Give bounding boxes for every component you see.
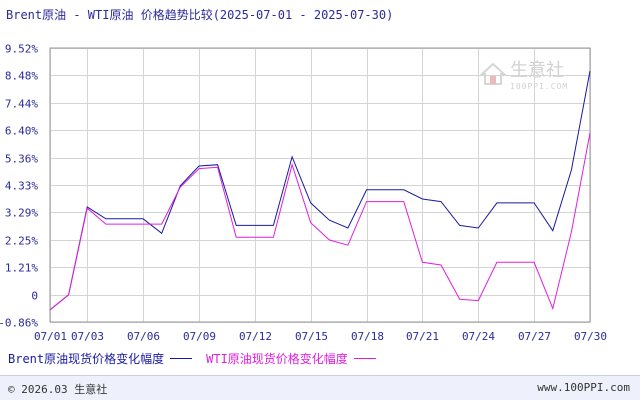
series-line-wti bbox=[49, 132, 591, 311]
footer: © 2026.03 生意社 www.100PPI.com bbox=[0, 375, 640, 400]
x-tick-label: 07/12 bbox=[239, 330, 272, 343]
chart-title: Brent原油 - WTI原油 价格趋势比较(2025-07-01 - 2025… bbox=[6, 8, 394, 22]
plot-border bbox=[49, 47, 591, 323]
x-tick-label: 07/06 bbox=[127, 330, 160, 343]
x-tick-label: 07/01 bbox=[34, 330, 67, 343]
series-lines bbox=[49, 70, 591, 311]
x-tick-label: 07/15 bbox=[295, 330, 328, 343]
y-tick-label: 7.44% bbox=[5, 98, 38, 111]
y-tick-label: 0 bbox=[31, 290, 38, 303]
x-tick-label: 07/24 bbox=[462, 330, 495, 343]
y-tick-label: 1.21% bbox=[5, 262, 38, 275]
watermark-sub: 100PPI.COM bbox=[510, 82, 569, 91]
legend-swatch-brent bbox=[170, 358, 193, 359]
legend-item-brent: Brent原油现货价格变化幅度 bbox=[8, 350, 193, 367]
y-tick-label: 9.52% bbox=[5, 43, 38, 56]
y-tick-label: 4.33% bbox=[5, 180, 38, 193]
x-tick-label: 07/27 bbox=[518, 330, 551, 343]
copyright-text: © 2026.03 生意社 bbox=[8, 383, 108, 396]
legend-label-brent: Brent原油现货价格变化幅度 bbox=[8, 352, 165, 366]
y-tick-label: 3.29% bbox=[5, 207, 38, 220]
x-tick-label: 07/30 bbox=[574, 330, 607, 343]
y-tick-label: 2.25% bbox=[5, 235, 38, 248]
house-logo-icon bbox=[480, 62, 506, 85]
legend-item-wti: WTI原油现货价格变化幅度 bbox=[206, 350, 376, 367]
y-tick-label: 8.48% bbox=[5, 70, 38, 83]
tick-labels: 9.52% 8.48% 7.44% 6.40% 5.36% 4.33% 3.29% 2.25%… bbox=[0, 43, 607, 344]
x-tick-label: 07/21 bbox=[406, 330, 439, 343]
y-tick-label: 6.40% bbox=[5, 125, 38, 138]
legend-label-wti: WTI原油现货价格变化幅度 bbox=[206, 352, 348, 366]
y-tick-label: -0.86% bbox=[0, 317, 38, 330]
grid bbox=[50, 48, 591, 323]
x-tick-label: 07/18 bbox=[351, 330, 384, 343]
site-url-link[interactable]: www.100PPI.com bbox=[537, 381, 630, 394]
legend: Brent原油现货价格变化幅度 WTI原油现货价格变化幅度 bbox=[8, 350, 390, 367]
y-tick-label: 5.36% bbox=[5, 153, 38, 166]
legend-swatch-wti bbox=[353, 358, 376, 359]
x-tick-label: 07/09 bbox=[183, 330, 216, 343]
series-line-brent bbox=[49, 70, 591, 311]
x-tick-label: 07/03 bbox=[71, 330, 104, 343]
axes bbox=[49, 47, 591, 323]
